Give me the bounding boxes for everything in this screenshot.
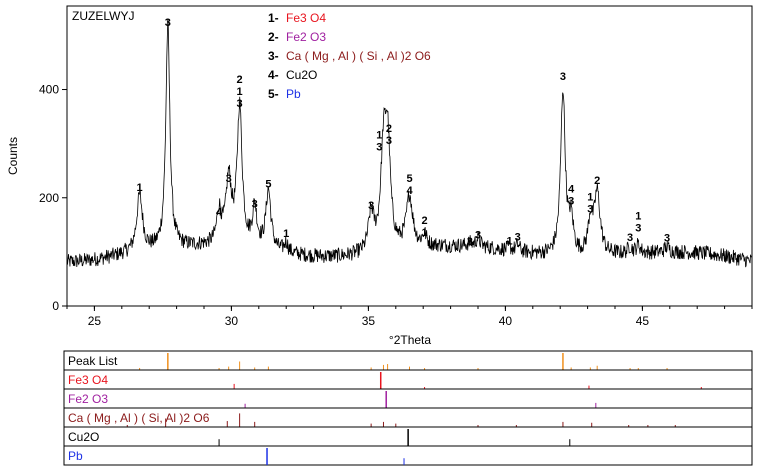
peak-label: 3 bbox=[515, 231, 521, 243]
legend-entry: Cu2O bbox=[286, 68, 317, 82]
peak-label: 5 bbox=[265, 178, 271, 190]
peak-label: 2 bbox=[422, 215, 428, 227]
x-tick-label: 35 bbox=[362, 314, 376, 328]
peak-label: 2 bbox=[386, 123, 392, 135]
peak-label: 4 bbox=[406, 185, 413, 197]
stick-row-label: Pb bbox=[68, 449, 83, 463]
stick-row-label: Ca ( Mg , Al ) ( Si, Al )2 O6 bbox=[68, 411, 210, 425]
peak-label: 4 bbox=[216, 206, 223, 218]
y-tick-label: 0 bbox=[52, 299, 59, 313]
peak-label: 3 bbox=[368, 200, 374, 212]
peak-label: 2 bbox=[594, 175, 600, 187]
peak-label: 1 bbox=[506, 236, 512, 248]
peak-label: 3 bbox=[627, 232, 633, 244]
legend-entry: Pb bbox=[286, 87, 301, 101]
legend: 1- Fe3 O4 2- Fe2 O3 3- Ca ( Mg , Al ) ( Si , … bbox=[268, 11, 431, 101]
y-tick-label: 200 bbox=[39, 191, 59, 205]
stick-row-label: Fe2 O3 bbox=[68, 392, 108, 406]
diffraction-curve bbox=[66, 19, 752, 268]
legend-number: 2- bbox=[268, 30, 279, 44]
peak-label: 1 bbox=[635, 211, 641, 223]
peak-label: 3 bbox=[226, 173, 232, 185]
peak-label: 2 bbox=[237, 74, 243, 86]
peak-label: 1 bbox=[283, 228, 289, 240]
peak-label: 1 bbox=[237, 86, 243, 98]
stick-pattern-panel: Peak List Fe3 O4 Fe2 O3 Ca ( Mg , Al ) ( Si… bbox=[63, 350, 753, 466]
peak-label: 5 bbox=[406, 173, 412, 185]
x-tick-label: 40 bbox=[499, 314, 513, 328]
peak-label: 3 bbox=[237, 98, 243, 110]
peak-label: 1 bbox=[422, 227, 428, 239]
peak-label: 3 bbox=[475, 230, 481, 242]
peak-label: 1 bbox=[137, 182, 143, 194]
legend-number: 1- bbox=[268, 11, 279, 25]
peak-label: 3 bbox=[165, 17, 171, 29]
y-tick-label: 400 bbox=[39, 83, 59, 97]
y-axis-title: Counts bbox=[6, 137, 20, 175]
legend-entry: Ca ( Mg , Al ) ( Si , Al )2 O6 bbox=[286, 49, 431, 63]
stick-row-label: Peak List bbox=[68, 354, 118, 368]
legend-number: 3- bbox=[268, 49, 279, 63]
legend-entry: Fe3 O4 bbox=[286, 11, 326, 25]
peak-label: 4 bbox=[568, 184, 575, 196]
peak-label: 3 bbox=[568, 196, 574, 208]
peak-label: 3 bbox=[467, 236, 473, 248]
x-tick-label: 45 bbox=[636, 314, 650, 328]
legend-number: 5- bbox=[268, 87, 279, 101]
peak-label: 3 bbox=[376, 141, 382, 153]
peak-label: 3 bbox=[386, 135, 392, 147]
peak-label: 3 bbox=[560, 71, 566, 83]
peak-label: 3 bbox=[587, 204, 593, 216]
peak-label: 3 bbox=[252, 198, 258, 210]
peak-label: 3 bbox=[635, 223, 641, 235]
diffraction-line bbox=[66, 19, 752, 268]
legend-entry: Fe2 O3 bbox=[286, 30, 326, 44]
x-tick-label: 25 bbox=[88, 314, 102, 328]
peak-label: 3 bbox=[664, 232, 670, 244]
stick-row-label: Fe3 O4 bbox=[68, 373, 108, 387]
x-axis-title: °2Theta bbox=[389, 333, 431, 347]
sample-name: ZUZELWYJ bbox=[72, 9, 134, 23]
peak-label: 1 bbox=[587, 192, 593, 204]
peak-label: 1 bbox=[376, 129, 382, 141]
plot-area-frame bbox=[66, 5, 753, 307]
legend-number: 4- bbox=[268, 68, 279, 82]
stick-row-label: Cu2O bbox=[68, 430, 99, 444]
x-tick-label: 30 bbox=[225, 314, 239, 328]
